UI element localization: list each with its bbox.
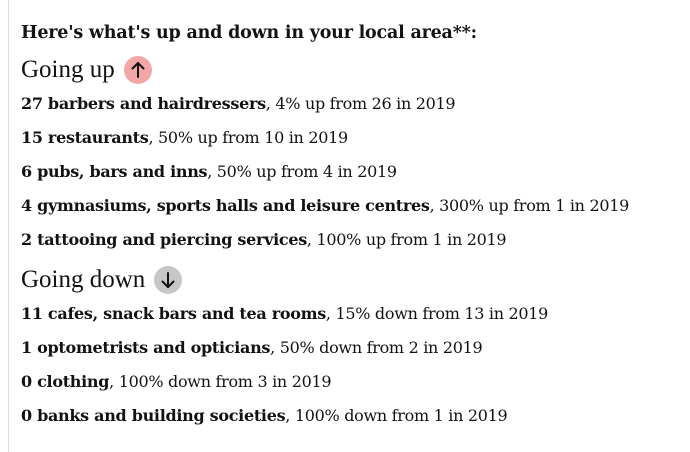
list-item: 15 restaurants, 50% up from 10 in 2019	[21, 121, 681, 155]
item-detail: , 300% up from 1 in 2019	[429, 196, 630, 215]
item-name: 15 restaurants	[21, 128, 149, 147]
list-item: 27 barbers and hairdressers, 4% up from …	[21, 87, 681, 121]
list-item: 11 cafes, snack bars and tea rooms, 15% …	[21, 297, 681, 331]
arrow-up-icon	[123, 56, 152, 84]
list-item: 1 optometrists and opticians, 50% down f…	[21, 331, 681, 365]
item-name: 11 cafes, snack bars and tea rooms	[21, 304, 326, 323]
going-up-label: Going up	[21, 56, 115, 83]
summary-heading: Here's what's up and down in your local …	[21, 23, 477, 43]
item-detail: , 4% up from 26 in 2019	[265, 94, 456, 113]
item-detail: , 15% down from 13 in 2019	[325, 304, 549, 323]
arrow-down-icon	[154, 266, 183, 294]
local-area-summary: Here's what's up and down in your local …	[21, 20, 681, 433]
item-name: 1 optometrists and opticians	[21, 338, 271, 357]
item-detail: , 100% down from 1 in 2019	[285, 406, 508, 425]
item-name: 0 clothing	[21, 372, 110, 391]
left-border-rule	[8, 0, 9, 452]
item-detail: , 100% down from 3 in 2019	[109, 372, 332, 391]
item-detail: , 50% up from 4 in 2019	[207, 162, 397, 181]
item-detail: , 50% down from 2 in 2019	[270, 338, 483, 357]
list-item: 6 pubs, bars and inns, 50% up from 4 in …	[21, 155, 681, 189]
going-down-title: Going down	[21, 265, 681, 295]
item-name: 0 banks and building societies	[21, 406, 286, 425]
list-item: 0 clothing, 100% down from 3 in 2019	[21, 365, 681, 399]
list-item: 4 gymnasiums, sports halls and leisure c…	[21, 189, 681, 223]
item-name: 2 tattooing and piercing services	[21, 230, 307, 249]
item-name: 6 pubs, bars and inns	[21, 162, 208, 181]
item-detail: , 50% up from 10 in 2019	[148, 128, 348, 147]
going-up-list: 27 barbers and hairdressers, 4% up from …	[21, 87, 681, 257]
list-item: 0 banks and building societies, 100% dow…	[21, 399, 681, 433]
item-detail: , 100% up from 1 in 2019	[306, 230, 507, 249]
going-down-list: 11 cafes, snack bars and tea rooms, 15% …	[21, 297, 681, 433]
going-up-title: Going up	[21, 55, 681, 85]
list-item: 2 tattooing and piercing services, 100% …	[21, 223, 681, 257]
item-name: 4 gymnasiums, sports halls and leisure c…	[21, 196, 430, 215]
item-name: 27 barbers and hairdressers	[21, 94, 266, 113]
going-down-label: Going down	[21, 266, 146, 293]
